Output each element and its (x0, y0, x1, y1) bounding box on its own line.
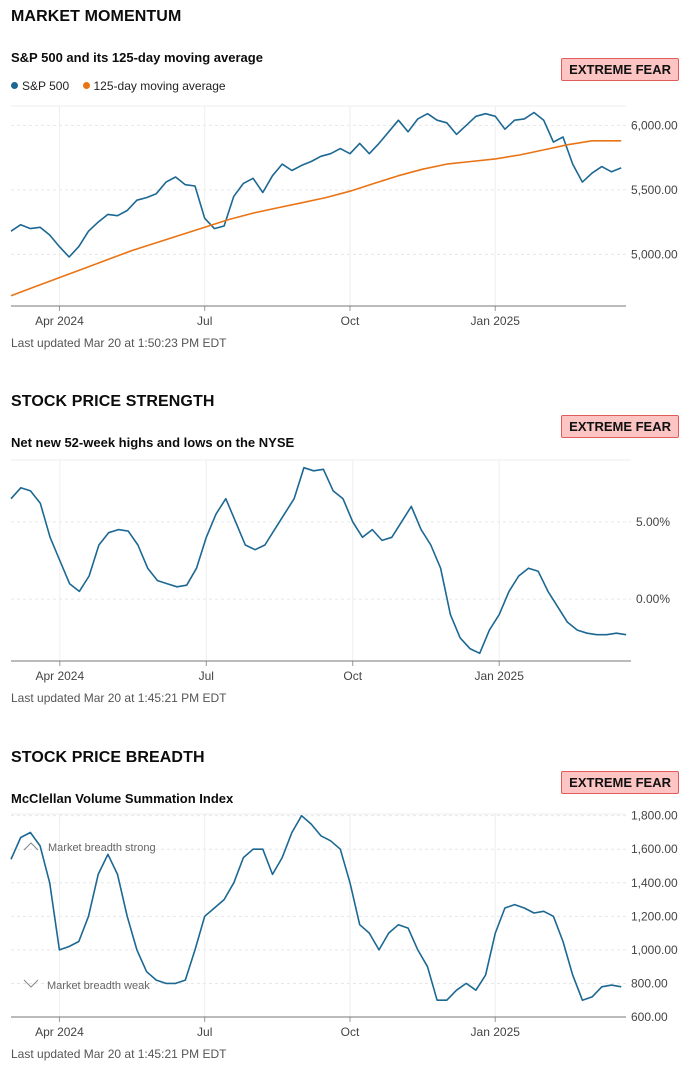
x-tick-label: Oct (343, 669, 362, 683)
y-tick-label: 1,200.00 (631, 909, 678, 923)
y-tick-label: 6,000.00 (631, 118, 678, 132)
arrow-up-icon (23, 842, 39, 851)
section-title: STOCK PRICE BREADTH (11, 749, 205, 766)
arrow-down-icon (23, 979, 39, 988)
highs-lows-chart: 0.00% 5.00% Apr 2024 Jul Oct Jan 2025 (10, 459, 670, 683)
fear-greed-badge: EXTREME FEAR (561, 58, 679, 81)
legend-item-sp500: S&P 500 (11, 79, 69, 93)
series-line-0 (10, 814, 622, 1001)
legend-dot (82, 82, 90, 89)
x-tick-label: Oct (341, 1025, 360, 1039)
y-tick-label: 5.00% (636, 515, 670, 529)
x-tick-label: Apr 2024 (35, 1025, 84, 1039)
x-tick-label: Jan 2025 (471, 314, 521, 328)
fear-greed-badge: EXTREME FEAR (561, 771, 679, 794)
fear-greed-badge: EXTREME FEAR (561, 415, 679, 438)
section-title: STOCK PRICE STRENGTH (11, 393, 215, 410)
chart-subtitle: Net new 52-week highs and lows on the NY… (11, 435, 295, 450)
y-tick-label: 1,000.00 (631, 943, 678, 957)
sp500-chart: 5,000.00 5,500.00 6,000.00 Apr 2024 Jul Oct Ja… (10, 105, 678, 328)
x-tick-label: Oct (341, 314, 360, 328)
series-line-0 (10, 111, 622, 258)
y-tick-label: 800.00 (631, 976, 668, 990)
x-tick-label: Apr 2024 (35, 314, 84, 328)
section-title: MARKET MOMENTUM (11, 8, 182, 25)
legend-label: 125-day moving average (93, 79, 226, 93)
y-tick-label: 5,500.00 (631, 183, 678, 197)
x-tick-label: Jul (197, 1025, 212, 1039)
y-tick-label: 1,400.00 (631, 876, 678, 890)
x-tick-label: Jan 2025 (471, 1025, 521, 1039)
chart-legend: S&P 500 125-day moving average (11, 79, 236, 93)
x-tick-label: Apr 2024 (35, 669, 84, 683)
series-line-1 (10, 139, 622, 297)
x-tick-label: Jan 2025 (474, 669, 524, 683)
mcclellan-chart: 600.00 800.00 1,000.00 1,200.00 1,400.00 1,60… (10, 809, 678, 1039)
chart-subtitle: McClellan Volume Summation Index (11, 791, 234, 806)
last-updated: Last updated Mar 20 at 1:45:21 PM EDT (11, 1047, 227, 1061)
breadth-strong-label: Market breadth strong (48, 842, 156, 854)
breadth-weak-label: Market breadth weak (47, 980, 150, 992)
chart-subtitle: S&P 500 and its 125-day moving average (11, 50, 263, 65)
stock-price-strength-section: STOCK PRICE STRENGTH Net new 52-week hig… (10, 393, 679, 705)
x-tick-label: Jul (197, 314, 212, 328)
legend-label: S&P 500 (22, 79, 70, 93)
y-tick-label: 1,600.00 (631, 842, 678, 856)
y-tick-label: 1,800.00 (631, 809, 678, 823)
legend-dot (11, 82, 18, 89)
y-tick-label: 600.00 (631, 1010, 668, 1024)
last-updated: Last updated Mar 20 at 1:45:21 PM EDT (11, 691, 227, 705)
y-tick-label: 0.00% (636, 592, 670, 606)
y-tick-label: 5,000.00 (631, 247, 678, 261)
series-line-0 (10, 466, 627, 655)
last-updated: Last updated Mar 20 at 1:50:23 PM EDT (11, 336, 227, 350)
market-momentum-section: MARKET MOMENTUM S&P 500 and its 125-day … (0, 0, 690, 360)
legend-item-moving-average: 125-day moving average (82, 79, 226, 93)
x-tick-label: Jul (199, 669, 214, 683)
